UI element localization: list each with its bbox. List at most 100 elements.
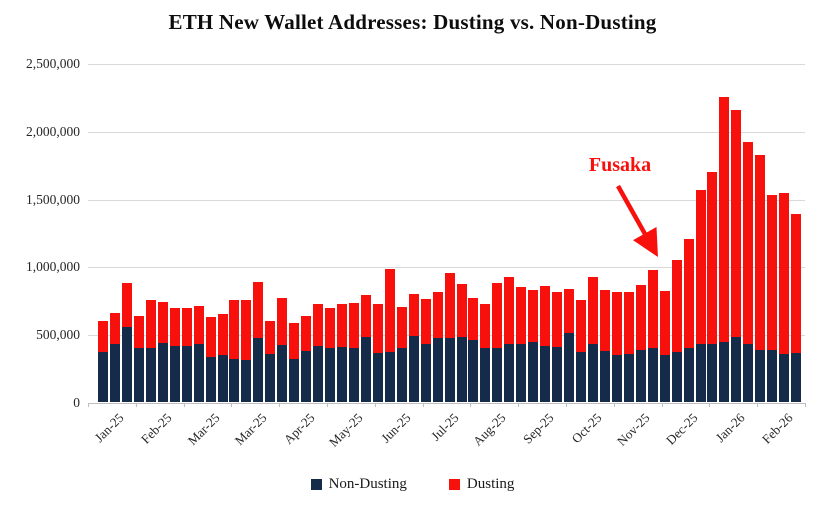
bar-segment-non-dusting bbox=[313, 346, 324, 402]
bar-segment-dusting bbox=[767, 194, 778, 351]
bar-segment-non-dusting bbox=[695, 344, 706, 402]
y-axis-tick-label: 2,500,000 bbox=[26, 56, 80, 71]
legend-item-dusting: Dusting bbox=[448, 476, 515, 493]
bar-segment-dusting bbox=[181, 308, 192, 346]
bar-week-46 bbox=[635, 285, 646, 402]
bar-segment-dusting bbox=[289, 322, 300, 360]
bar-segment-non-dusting bbox=[528, 342, 539, 402]
bar-week-55 bbox=[743, 141, 754, 402]
bar-segment-dusting bbox=[372, 304, 383, 354]
bar-week-14 bbox=[253, 282, 264, 402]
bar-segment-dusting bbox=[719, 96, 730, 343]
bar-segment-non-dusting bbox=[480, 348, 491, 402]
bar-segment-non-dusting bbox=[325, 347, 336, 402]
bar-segment-dusting bbox=[193, 305, 204, 344]
bar-segment-dusting bbox=[408, 293, 419, 336]
bar-segment-dusting bbox=[145, 300, 156, 348]
bar-week-12 bbox=[229, 299, 240, 402]
x-axis-tick bbox=[327, 403, 328, 407]
bar-segment-dusting bbox=[552, 291, 563, 348]
bar-week-21 bbox=[337, 303, 347, 402]
bar-segment-non-dusting bbox=[779, 353, 790, 402]
bar-week-4 bbox=[133, 315, 144, 402]
bar-segment-dusting bbox=[456, 284, 467, 337]
bar-segment-dusting bbox=[755, 155, 766, 351]
legend-label-dusting: Dusting bbox=[466, 476, 515, 492]
legend: Non-Dusting Dusting bbox=[0, 476, 825, 493]
bar-segment-non-dusting bbox=[98, 351, 108, 402]
x-axis-tick bbox=[470, 403, 472, 407]
x-axis-tick bbox=[518, 403, 520, 407]
bar-segment-non-dusting bbox=[384, 351, 395, 402]
bar-segment-dusting bbox=[313, 304, 324, 347]
bar-segment-non-dusting bbox=[348, 348, 359, 402]
bar-week-23 bbox=[360, 294, 371, 402]
bar-segment-dusting bbox=[623, 291, 634, 354]
x-axis-tick bbox=[566, 403, 567, 407]
bar-segment-dusting bbox=[695, 190, 706, 345]
bar-week-40 bbox=[564, 288, 575, 402]
bar-segment-non-dusting bbox=[719, 342, 730, 402]
gridline bbox=[88, 267, 805, 269]
bar-segment-dusting bbox=[671, 259, 682, 352]
bar-week-22 bbox=[348, 303, 359, 402]
bar-segment-dusting bbox=[396, 307, 407, 348]
bar-segment-dusting bbox=[384, 269, 395, 352]
y-axis-tick-label: 1,000,000 bbox=[26, 259, 80, 275]
x-axis-line bbox=[88, 403, 805, 404]
bar-segment-non-dusting bbox=[671, 351, 682, 402]
bar-segment-dusting bbox=[241, 299, 252, 360]
bar-week-49 bbox=[671, 259, 682, 402]
page-title: ETH New Wallet Addresses: Dusting vs. No… bbox=[168, 10, 657, 34]
bar-week-11 bbox=[217, 313, 228, 402]
bar-segment-non-dusting bbox=[181, 345, 192, 402]
bar-week-42 bbox=[587, 277, 598, 402]
bar-segment-dusting bbox=[98, 320, 108, 352]
x-axis-tick bbox=[279, 403, 281, 407]
bar-week-45 bbox=[623, 291, 634, 402]
bar-segment-non-dusting bbox=[229, 358, 240, 402]
bar-segment-non-dusting bbox=[540, 345, 551, 402]
legend-label-non-dusting: Non-Dusting bbox=[328, 476, 407, 492]
bar-segment-non-dusting bbox=[767, 350, 778, 402]
bar-segment-non-dusting bbox=[576, 351, 586, 402]
bar-week-13 bbox=[241, 299, 252, 402]
bar-week-19 bbox=[313, 304, 324, 402]
annotation-arrow-icon bbox=[616, 184, 658, 258]
bar-segment-non-dusting bbox=[791, 353, 802, 402]
bar-segment-non-dusting bbox=[157, 343, 168, 402]
bar-segment-dusting bbox=[337, 303, 347, 348]
bar-week-53 bbox=[719, 96, 730, 402]
gridline bbox=[88, 199, 805, 201]
x-axis-tick bbox=[183, 403, 185, 407]
bar-segment-dusting bbox=[444, 273, 455, 339]
x-axis-tick bbox=[231, 403, 233, 407]
bar-week-6 bbox=[157, 301, 168, 402]
bar-segment-dusting bbox=[659, 290, 670, 356]
bar-segment-dusting bbox=[157, 301, 168, 344]
bar-segment-non-dusting bbox=[623, 353, 634, 402]
x-axis-tick bbox=[135, 403, 137, 407]
x-axis-tick bbox=[709, 403, 711, 407]
bar-segment-non-dusting bbox=[121, 327, 132, 402]
bar-segment-non-dusting bbox=[420, 343, 431, 402]
bar-segment-dusting bbox=[599, 290, 610, 352]
x-axis-tick bbox=[374, 403, 376, 407]
bar-segment-dusting bbox=[133, 315, 144, 349]
bar-week-17 bbox=[289, 322, 300, 402]
x-axis-tick bbox=[422, 403, 424, 407]
bar-week-47 bbox=[647, 270, 658, 402]
y-axis-tick-label: 2,000,000 bbox=[26, 123, 80, 139]
bar-segment-non-dusting bbox=[253, 337, 264, 402]
bar-segment-dusting bbox=[277, 298, 288, 346]
bar-segment-dusting bbox=[707, 172, 718, 344]
bar-week-52 bbox=[707, 172, 718, 402]
bar-segment-non-dusting bbox=[611, 354, 622, 402]
bar-segment-dusting bbox=[109, 313, 120, 344]
bar-week-31 bbox=[456, 284, 467, 402]
bar-week-3 bbox=[121, 283, 132, 402]
bar-segment-non-dusting bbox=[743, 343, 754, 402]
bar-segment-non-dusting bbox=[217, 354, 228, 402]
bar-segment-dusting bbox=[516, 286, 527, 345]
bar-segment-non-dusting bbox=[360, 336, 371, 402]
